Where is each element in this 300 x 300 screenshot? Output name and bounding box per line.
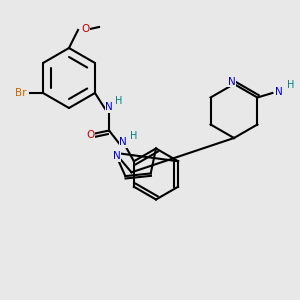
Text: H: H	[130, 130, 137, 141]
Text: N: N	[228, 76, 236, 87]
Text: N: N	[105, 102, 113, 112]
Text: N: N	[112, 152, 120, 161]
Text: O: O	[86, 130, 94, 140]
Text: H: H	[287, 80, 294, 91]
Text: O: O	[81, 23, 90, 34]
Text: N: N	[275, 87, 283, 97]
Text: H: H	[115, 96, 123, 106]
Text: N: N	[119, 137, 127, 147]
Text: Br: Br	[15, 88, 26, 98]
